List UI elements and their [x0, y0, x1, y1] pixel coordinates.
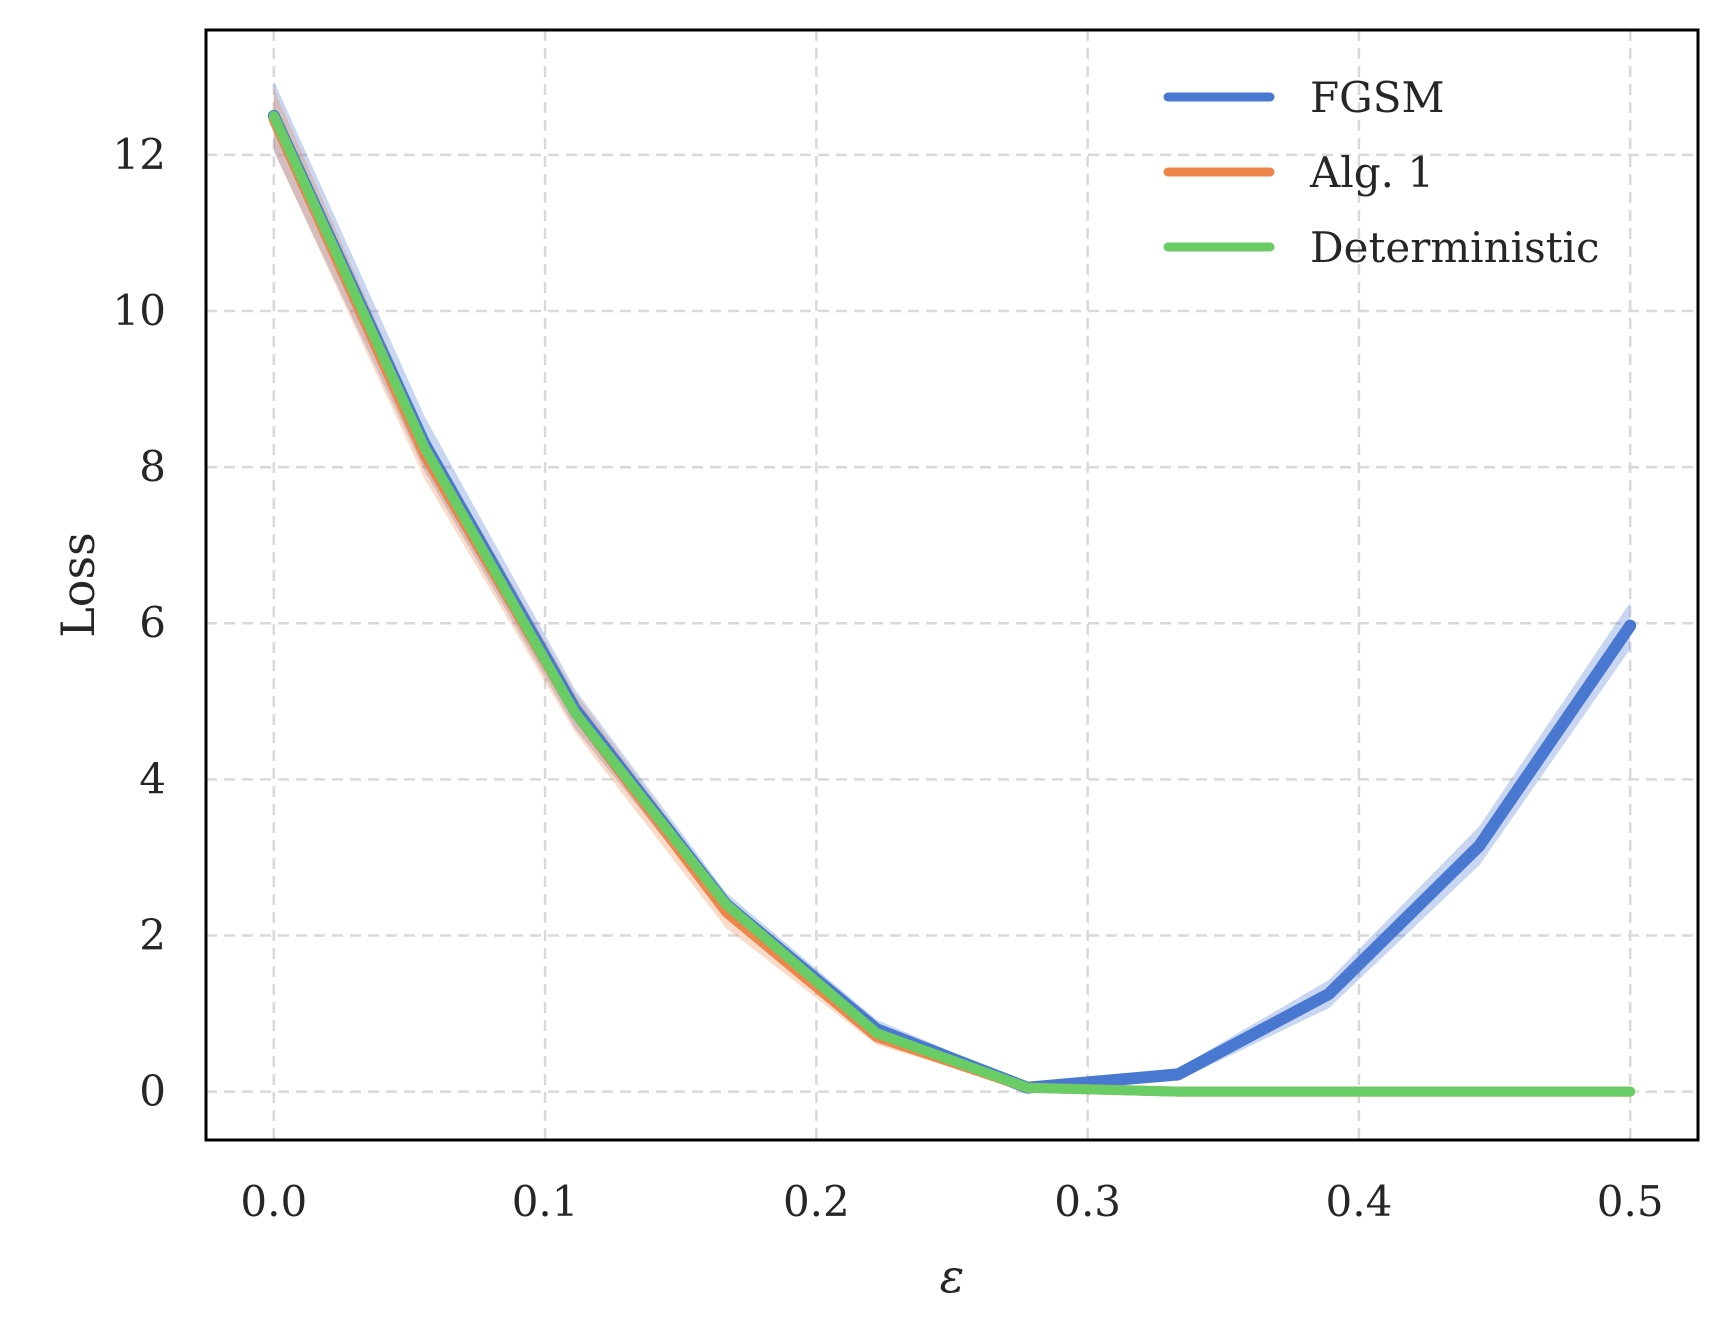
y-tick-label: 2 — [139, 910, 166, 959]
x-tick-label: 0.4 — [1326, 1177, 1393, 1226]
x-axis-label: ε — [940, 1249, 965, 1303]
y-tick-label: 12 — [113, 130, 166, 179]
x-tick-label: 0.1 — [512, 1177, 579, 1226]
series-line-deterministic — [268, 110, 1636, 1097]
y-tick-label: 6 — [139, 598, 166, 647]
x-tick-label: 0.2 — [783, 1177, 850, 1226]
x-tick-labels: 0.0 0.1 0.2 0.3 0.4 0.5 — [240, 1177, 1663, 1226]
x-tick-label: 0.0 — [240, 1177, 307, 1226]
legend-label: FGSM — [1310, 73, 1444, 122]
plot-frame — [204, 28, 1700, 1142]
legend-label: Alg. 1 — [1309, 148, 1434, 197]
x-tick-label: 0.3 — [1054, 1177, 1121, 1226]
series-lines — [267, 109, 1637, 1097]
y-tick-labels: 0 2 4 6 8 10 12 — [113, 130, 166, 1116]
x-tick-label: 0.5 — [1597, 1177, 1664, 1226]
y-tick-label: 0 — [139, 1067, 166, 1116]
y-tick-label: 8 — [139, 442, 166, 491]
legend-label: Deterministic — [1310, 223, 1599, 272]
y-tick-label: 4 — [139, 754, 166, 803]
y-tick-label: 10 — [113, 286, 166, 335]
y-axis-label: Loss — [51, 532, 105, 637]
legend: FGSM Alg. 1 Deterministic — [1163, 73, 1599, 272]
